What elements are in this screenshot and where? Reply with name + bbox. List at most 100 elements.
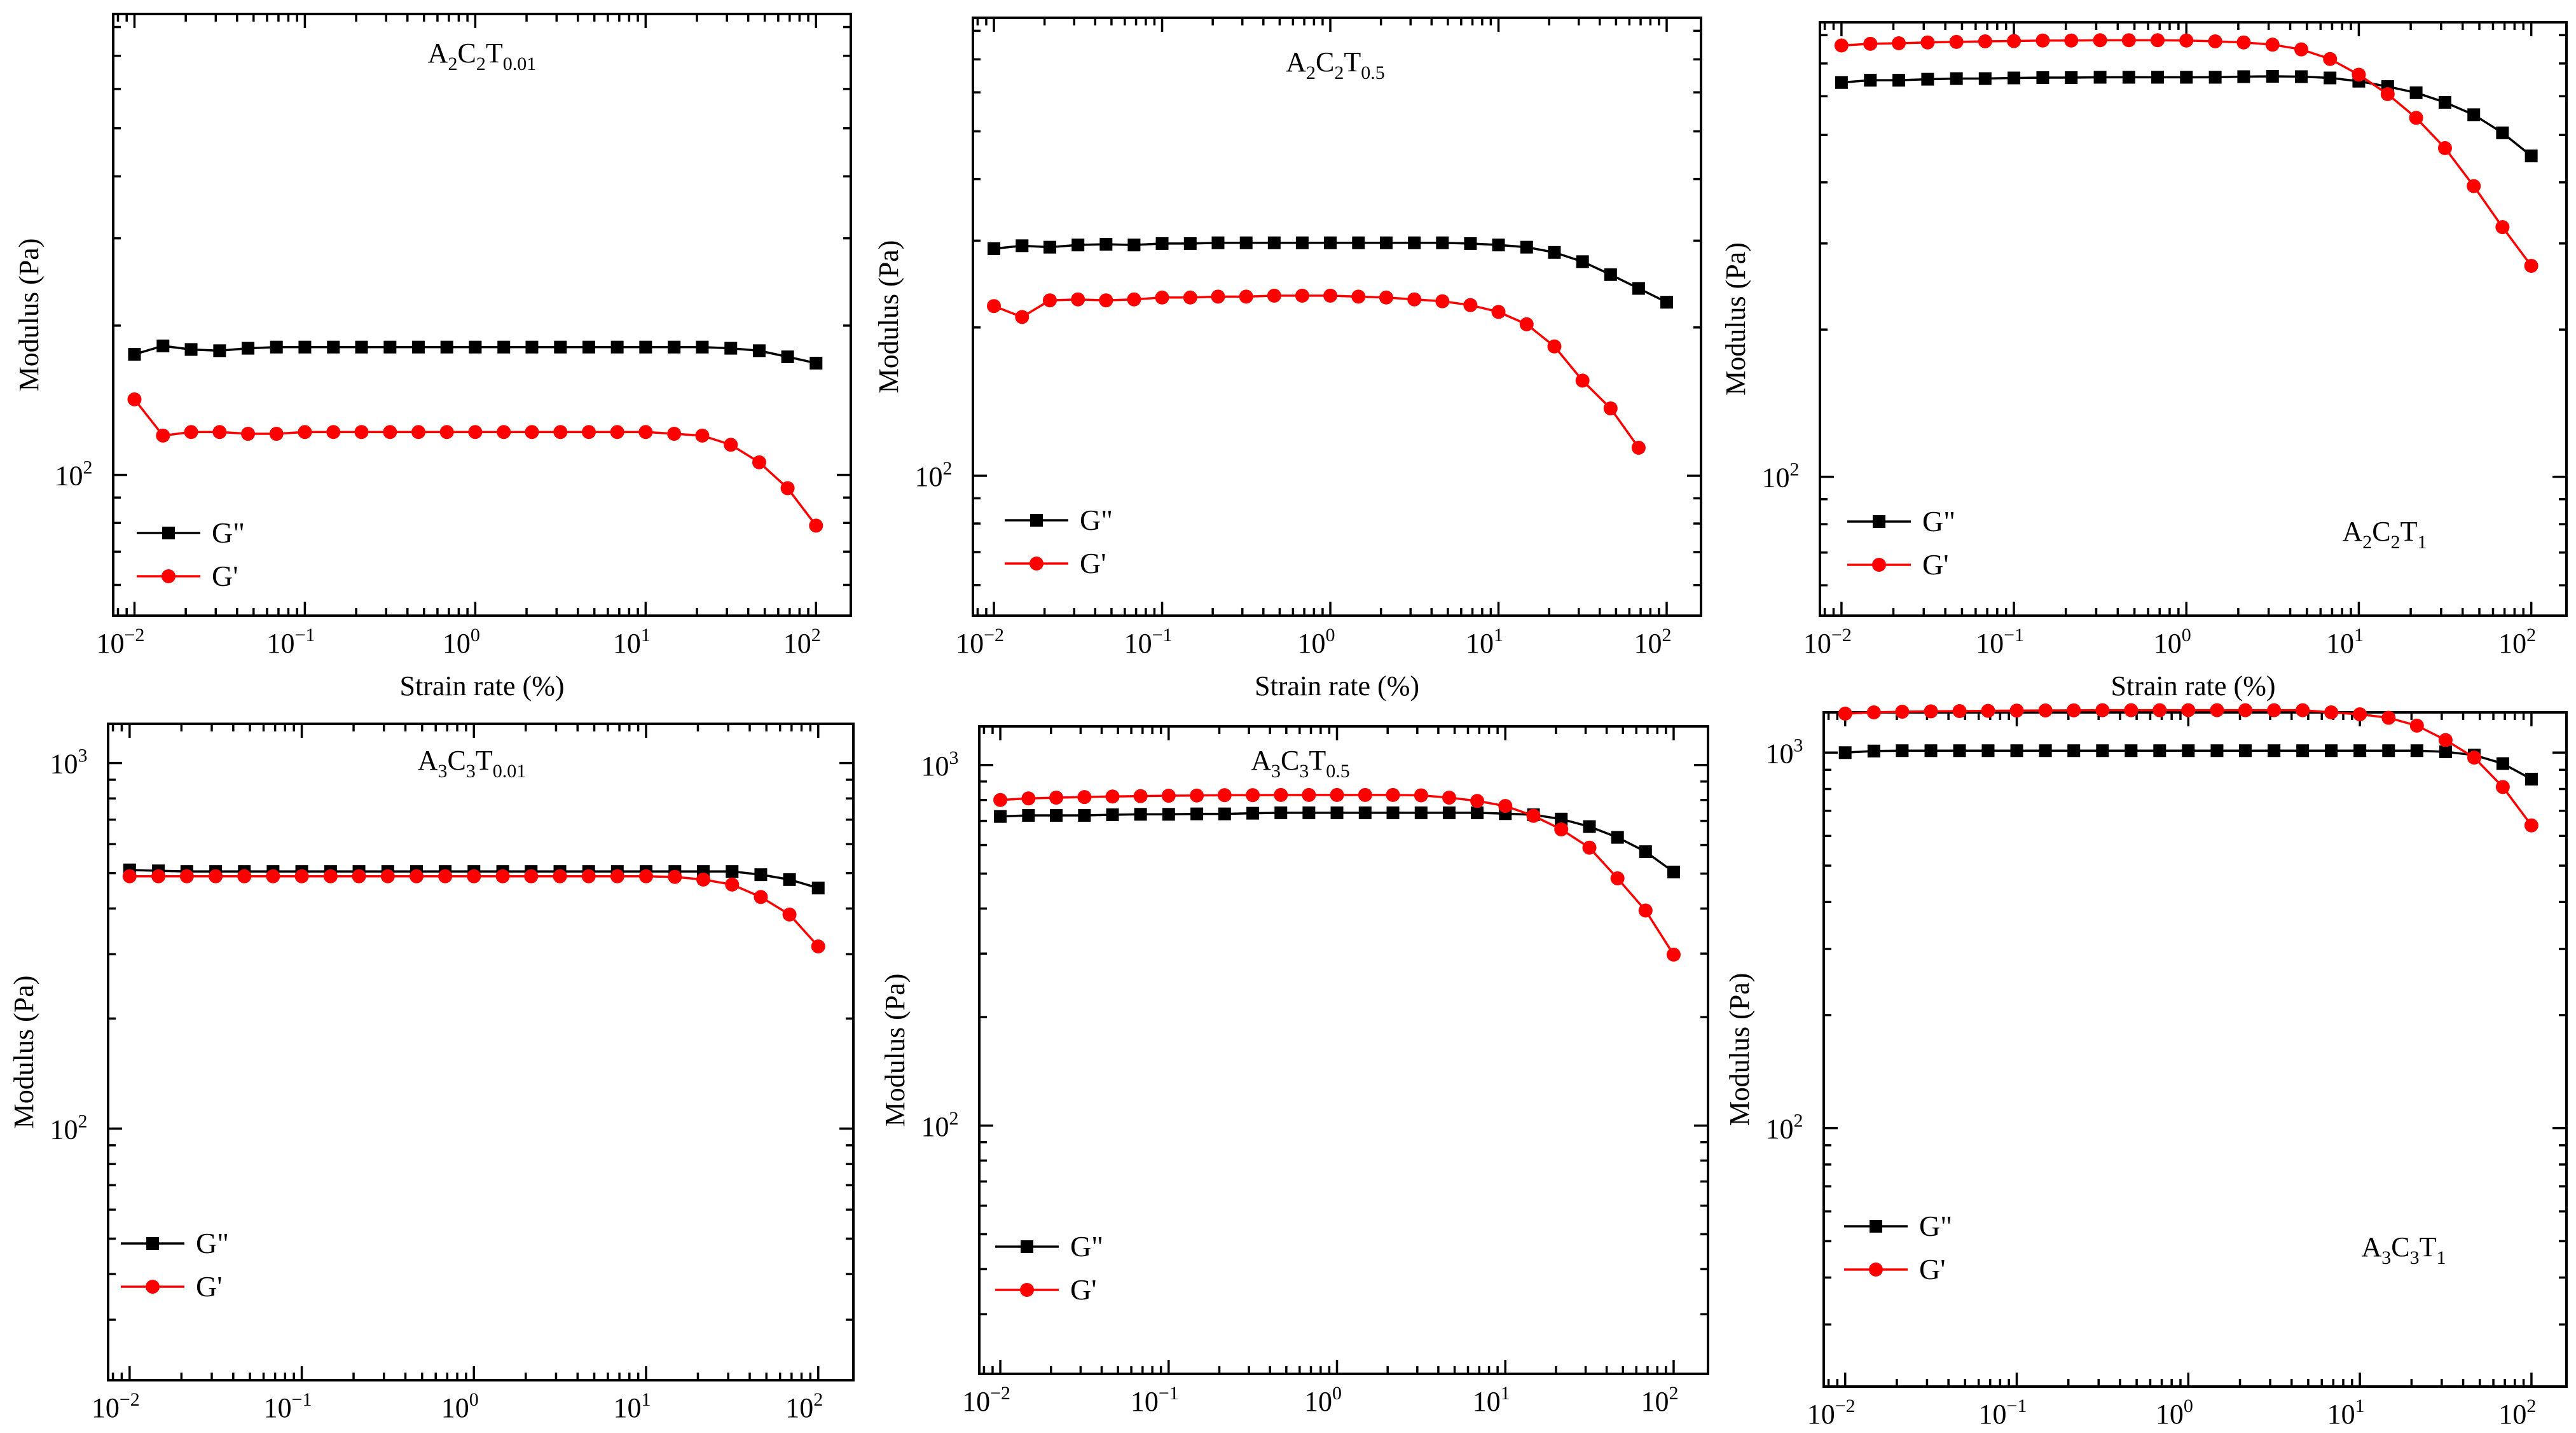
data-point [1302,806,1316,819]
x-tick-label: 10−2 [1807,1395,1856,1430]
data-point [2438,95,2451,109]
data-point [525,340,539,354]
series-g-prime [1838,703,2538,833]
series-g-double-prime [988,236,1674,309]
data-point [1610,871,1625,885]
series-g-prime [1834,33,2538,273]
legend-label: G' [1922,548,1949,581]
series-g-prime [122,869,825,953]
data-point [2067,744,2081,758]
data-point [469,340,482,354]
data-point [695,428,710,443]
data-point [1050,808,1063,822]
data-point [1666,947,1681,962]
x-tick-label: 10−1 [1124,625,1173,659]
data-point [1016,239,1029,253]
y-axis-label: Modulus (Pa) [8,976,39,1129]
data-point [1575,373,1590,388]
data-point [2380,87,2395,101]
data-point [781,350,794,364]
data-point [1302,787,1316,802]
data-point [2268,744,2281,758]
x-tick-label: 10−1 [1131,1383,1179,1417]
data-point [1638,903,1653,918]
legend-marker [1030,514,1043,527]
data-point [2323,52,2338,66]
legend-marker [1030,557,1043,571]
x-tick-label: 10−2 [92,1389,140,1423]
data-point [1864,74,1877,87]
x-axis-label: Strain rate (%) [400,670,565,702]
data-point [1155,237,1169,250]
data-point [1554,822,1569,836]
data-point [667,427,682,441]
data-point [2467,108,2481,121]
legend-label: G' [1070,1273,1097,1306]
data-point [1408,236,1421,249]
data-point [1667,866,1680,879]
x-tick-label: 102 [1641,1383,1678,1417]
data-point [2180,71,2193,84]
x-tick-label: 10−2 [97,625,145,659]
series-line [134,398,817,527]
data-point [780,481,795,495]
data-point [1892,36,1906,51]
x-tick-label: 102 [1634,625,1672,659]
data-point [2325,744,2338,758]
data-point [237,869,252,883]
legend-marker [1870,1220,1882,1233]
series-line [993,294,1640,448]
series-g-prime [993,787,1681,962]
data-point [2181,703,2196,717]
data-point [1099,293,1113,308]
plot-frame [978,725,1709,1375]
data-point [994,810,1007,823]
data-point [2410,744,2423,758]
data-point [438,869,453,883]
data-point [582,340,595,354]
data-point [1921,73,1934,86]
data-point [1834,38,1849,53]
data-point [1099,238,1113,251]
data-point [1442,791,1456,805]
data-point [2409,86,2423,99]
data-point [1239,236,1253,249]
series-g-double-prime [1838,744,2538,786]
data-point [1895,705,1910,719]
data-point [354,425,369,440]
data-point [380,869,395,883]
data-point [1471,806,1484,819]
data-point [412,340,425,354]
legend-marker [1872,558,1886,572]
data-point [1106,808,1119,821]
data-point [1835,76,1848,89]
data-point [2008,71,2021,85]
plot-frame [1822,711,2568,1388]
data-point [1239,289,1253,304]
data-point [1838,746,1852,759]
x-tick-label: 101 [1473,1383,1510,1417]
x-tick-label: 102 [2498,1395,2536,1430]
legend-label: G' [196,1270,223,1303]
data-point [1274,787,1288,802]
data-point [2495,220,2510,235]
data-point [2236,35,2251,50]
data-point [1043,240,1056,254]
data-point [2382,744,2395,758]
data-point [294,869,309,883]
data-point [242,342,255,355]
data-point [809,518,823,533]
data-point [2324,71,2337,85]
data-point [467,869,481,883]
legend-label: G" [212,516,245,549]
data-point [497,340,511,354]
data-point [2437,141,2452,155]
data-point [2496,757,2509,770]
panel-title: A2C2T1 [2342,516,2427,553]
data-point [1604,268,1617,281]
data-point [1583,820,1596,833]
data-point [1866,705,1881,719]
data-point [1920,35,1935,50]
data-point [326,425,341,440]
y-axis-label: Modulus (Pa) [1720,242,1751,396]
